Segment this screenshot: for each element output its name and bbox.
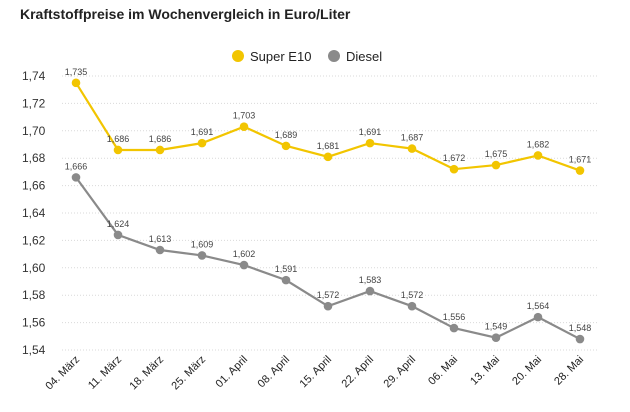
data-label: 1,671 <box>569 155 592 165</box>
data-label: 1,691 <box>191 127 214 137</box>
data-label: 1,548 <box>569 323 592 333</box>
data-point <box>239 122 249 131</box>
x-tick-label: 04. März <box>43 354 82 393</box>
data-point <box>407 144 417 153</box>
data-label: 1,613 <box>149 234 172 244</box>
data-label: 1,687 <box>401 133 424 143</box>
x-tick-label: 20. Mai <box>510 354 544 388</box>
series-line-diesel <box>75 176 581 341</box>
data-label: 1,681 <box>317 141 340 151</box>
data-point <box>113 230 123 240</box>
data-point <box>239 260 249 270</box>
data-label: 1,686 <box>149 134 172 144</box>
x-tick-label: 08. April <box>256 354 293 391</box>
y-tick-label: 1,58 <box>22 288 46 302</box>
data-label: 1,675 <box>485 149 508 159</box>
x-tick-label: 28. Mai <box>552 354 586 388</box>
data-point <box>491 160 501 170</box>
y-tick-label: 1,74 <box>22 69 46 83</box>
data-point <box>71 78 81 88</box>
y-tick-label: 1,66 <box>22 179 46 193</box>
data-point <box>533 151 543 160</box>
y-tick-label: 1,54 <box>22 343 46 357</box>
data-label: 1,691 <box>359 127 382 137</box>
data-label: 1,672 <box>443 153 466 163</box>
legend-marker <box>232 50 244 62</box>
data-label: 1,572 <box>401 290 424 300</box>
data-label: 1,591 <box>275 264 298 274</box>
x-tick-label: 29. April <box>382 354 419 391</box>
data-label: 1,572 <box>317 290 340 300</box>
y-tick-label: 1,72 <box>22 96 46 110</box>
data-point <box>113 145 123 155</box>
data-label: 1,583 <box>359 275 382 285</box>
data-label: 1,609 <box>191 239 214 249</box>
data-label: 1,682 <box>527 139 550 149</box>
legend-label: Diesel <box>346 49 382 64</box>
data-label: 1,703 <box>233 111 256 121</box>
y-tick-label: 1,70 <box>22 124 46 138</box>
y-tick-label: 1,68 <box>22 151 46 165</box>
data-point <box>575 334 585 344</box>
data-label: 1,602 <box>233 249 256 259</box>
data-point <box>197 251 207 260</box>
data-point <box>155 245 165 255</box>
data-label: 1,666 <box>65 161 88 171</box>
data-point <box>365 286 375 296</box>
data-point <box>449 323 459 333</box>
y-tick-label: 1,62 <box>22 233 46 247</box>
data-point <box>71 173 81 182</box>
legend-label: Super E10 <box>250 49 311 64</box>
data-label: 1,624 <box>107 219 130 229</box>
data-point <box>281 275 291 285</box>
x-tick-label: 18. März <box>127 354 166 393</box>
legend-marker <box>328 50 340 62</box>
data-point <box>407 301 417 311</box>
y-tick-label: 1,60 <box>22 261 46 275</box>
data-point <box>323 152 333 162</box>
data-point <box>197 138 207 148</box>
x-tick-label: 15. April <box>298 354 335 391</box>
x-tick-label: 22. April <box>340 354 377 391</box>
y-tick-label: 1,56 <box>22 316 46 330</box>
data-label: 1,549 <box>485 322 508 332</box>
data-point <box>575 166 585 175</box>
data-label: 1,689 <box>275 130 298 140</box>
data-point <box>281 141 291 151</box>
data-label: 1,556 <box>443 312 466 322</box>
data-point <box>155 145 165 155</box>
data-point <box>533 312 543 322</box>
x-tick-label: 25. März <box>169 354 208 393</box>
data-label: 1,686 <box>107 134 130 144</box>
chart-title: Kraftstoffpreise im Wochenvergleich in E… <box>20 6 351 22</box>
x-tick-label: 01. April <box>214 354 251 391</box>
x-tick-label: 11. März <box>86 354 124 392</box>
x-tick-label: 13. Mai <box>468 354 502 388</box>
x-tick-label: 06. Mai <box>426 354 460 388</box>
data-point <box>323 301 333 311</box>
data-point <box>365 138 375 148</box>
data-label: 1,564 <box>527 301 550 311</box>
data-label: 1,735 <box>65 67 88 77</box>
data-point <box>449 164 459 174</box>
y-tick-label: 1,64 <box>22 206 46 220</box>
data-point <box>491 333 501 342</box>
